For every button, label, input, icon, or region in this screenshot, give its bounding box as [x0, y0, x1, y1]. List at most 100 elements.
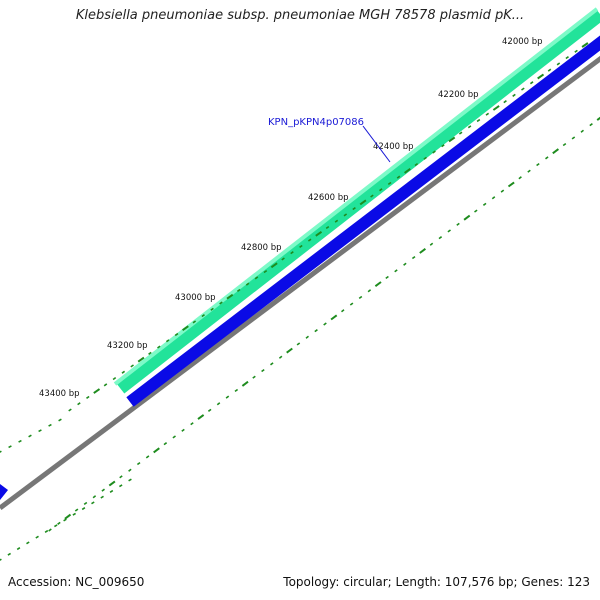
tick-mark: [500, 189, 505, 193]
tick-mark: [270, 262, 278, 269]
tick-mark: [458, 131, 463, 135]
tick-mark: [323, 322, 327, 326]
tick-mark: [190, 422, 194, 426]
tick-mark: [512, 93, 516, 97]
tick-mark: [503, 100, 507, 104]
tick-mark: [119, 475, 123, 479]
tick-mark: [219, 301, 223, 305]
tick-mark: [432, 150, 436, 154]
tick-mark: [103, 383, 108, 387]
tick-mark: [86, 395, 90, 399]
tick-mark: [580, 129, 584, 133]
tick-mark: [467, 125, 472, 129]
tick-mark: [163, 442, 168, 446]
tick-mark: [157, 345, 161, 349]
tick-mark: [352, 207, 356, 211]
tick-mark: [359, 199, 367, 206]
tick-label: 43000 bp: [175, 293, 216, 303]
tick-mark: [565, 56, 569, 60]
tick-mark: [290, 251, 294, 255]
tick-mark: [385, 275, 389, 280]
tick-mark: [556, 62, 561, 66]
tick-mark: [216, 402, 221, 406]
tick-labels: 42000 bp 42200 bp 42400 bp 42600 bp 4280…: [39, 37, 543, 399]
inner-tick-ring: [68, 42, 589, 412]
tick-mark: [201, 314, 205, 318]
tick-mark: [172, 435, 176, 439]
tick-mark: [148, 351, 152, 355]
tick-mark: [536, 162, 540, 167]
tick-mark: [128, 478, 132, 482]
tick-mark: [299, 244, 303, 248]
tick-mark: [128, 468, 132, 472]
gene-label[interactable]: KPN_pKPN4p07086: [268, 117, 364, 128]
tick-mark: [101, 488, 105, 492]
tick-mark: [396, 175, 401, 179]
tick-mark: [330, 314, 338, 321]
tick-mark: [379, 188, 383, 192]
tick-mark: [68, 408, 72, 412]
forward-strand-feature[interactable]: [115, 8, 600, 394]
tick-mark: [145, 455, 150, 459]
tick-mark: [64, 513, 72, 520]
tick-mark: [537, 73, 545, 80]
topology-summary: Topology: circular; Length: 107,576 bp; …: [283, 575, 590, 589]
reverse-strand-feature[interactable]: [126, 35, 600, 407]
tick-mark: [589, 123, 593, 127]
tick-mark: [234, 388, 239, 393]
tick-mark: [210, 307, 214, 311]
tick-mark: [349, 302, 354, 306]
tick-mark: [83, 501, 88, 506]
tick-mark: [374, 281, 382, 288]
tick-mark: [26, 541, 30, 545]
tick-mark: [314, 329, 318, 333]
tick-mark: [44, 529, 49, 533]
reverse-strand-feature-left[interactable]: [0, 484, 8, 500]
tick-mark: [411, 255, 416, 260]
tick-label: 43200 bp: [107, 341, 148, 351]
tick-mark: [48, 423, 52, 427]
tick-mark: [261, 368, 265, 373]
tick-mark: [448, 136, 456, 143]
tick-mark: [404, 167, 411, 174]
tick-mark: [57, 521, 61, 525]
tick-mark: [121, 370, 126, 374]
tick-mark: [286, 347, 293, 354]
tick-mark: [182, 325, 189, 332]
outer-tick-ring: [48, 116, 600, 532]
tick-mark: [358, 295, 363, 300]
tick-mark: [315, 230, 323, 237]
tick-mark: [236, 288, 241, 293]
tick-mark: [485, 112, 490, 116]
tick-label: 42200 bp: [438, 90, 479, 100]
tick-mark: [307, 238, 312, 242]
tick-mark: [18, 439, 22, 443]
tick-mark: [581, 42, 589, 48]
tick-mark: [35, 535, 39, 539]
tick-label: 42400 bp: [373, 142, 414, 152]
tick-mark: [429, 242, 434, 246]
tick-mark: [423, 156, 427, 160]
tick-mark: [562, 142, 567, 147]
tick-mark: [278, 355, 283, 359]
tick-mark: [0, 450, 2, 453]
accession-label: Accession: NC_009650: [8, 575, 145, 589]
tick-mark: [74, 508, 79, 512]
tick-mark: [521, 87, 525, 91]
tick-mark: [91, 501, 95, 505]
map-title: Klebsiella pneumoniae subsp. pneumoniae …: [75, 8, 525, 23]
tick-mark: [476, 118, 481, 123]
tick-mark: [92, 495, 97, 499]
tick-mark: [491, 196, 496, 200]
tick-mark: [207, 408, 212, 412]
tick-mark: [48, 528, 52, 532]
tick-mark: [181, 428, 185, 432]
tick-mark: [403, 262, 407, 266]
tick-mark: [58, 418, 62, 422]
tick-mark: [596, 116, 600, 121]
gene-label-leader: [362, 125, 391, 163]
tick-mark: [93, 388, 101, 394]
tick-mark: [441, 144, 445, 148]
